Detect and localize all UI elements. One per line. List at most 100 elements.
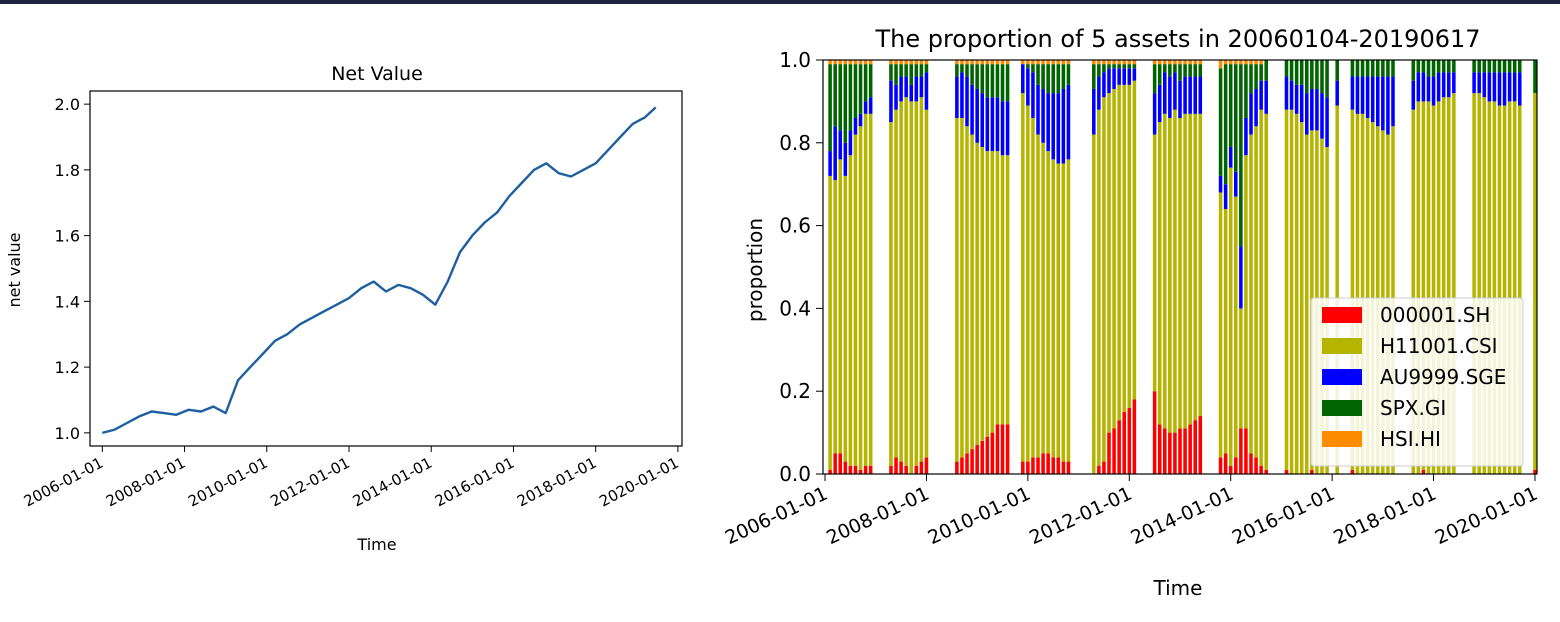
bar-segment-hsi-hi: [1102, 60, 1106, 65]
bar-segment-au9999-sge: [1239, 246, 1243, 309]
bar-segment-au9999-sge: [1061, 88, 1066, 164]
bar-segment-spx-gi: [1431, 60, 1436, 77]
bar-segment-spx-gi: [853, 64, 858, 118]
bar-segment-spx-gi: [1178, 64, 1182, 81]
bar-segment-au9999-sge: [1066, 84, 1071, 160]
bar-segment-au9999-sge: [894, 84, 898, 110]
bar-segment-000001-sh: [1127, 407, 1132, 474]
bar-segment-h11001-csi: [1218, 192, 1223, 458]
bar-segment-h11001-csi: [1512, 101, 1517, 475]
bar-segment-hsi-hi: [1193, 60, 1197, 65]
bar-segment-hsi-hi: [843, 60, 848, 65]
bar-segment-au9999-sge: [848, 130, 853, 156]
bar-segment-au9999-sge: [1305, 93, 1309, 135]
bar-segment-hsi-hi: [889, 60, 893, 65]
bar-segment-000001-sh: [1112, 428, 1116, 474]
bar-segment-spx-gi: [1370, 60, 1375, 77]
proportion-plot-frame: [822, 59, 1538, 475]
bar-segment-h11001-csi: [1178, 117, 1182, 429]
bar-segment-h11001-csi: [1426, 101, 1431, 475]
bar-segment-spx-gi: [980, 64, 985, 94]
legend-swatch: [1322, 307, 1362, 323]
bar-segment-000001-sh: [853, 465, 858, 474]
bar-segment-h11001-csi: [828, 175, 832, 470]
bar-segment-hsi-hi: [995, 60, 1000, 65]
bar-segment-hsi-hi: [838, 60, 843, 65]
bar-segment-000001-sh: [1066, 461, 1071, 474]
bar-segment-au9999-sge: [1431, 76, 1436, 106]
bar-segment-spx-gi: [1132, 64, 1137, 69]
bar-segment-hsi-hi: [1005, 60, 1010, 65]
bar-segment-hsi-hi: [1249, 60, 1253, 65]
bar-segment-au9999-sge: [1370, 76, 1375, 123]
bar-segment-h11001-csi: [1127, 84, 1132, 408]
bar-segment-spx-gi: [1391, 60, 1395, 77]
bar-segment-hsi-hi: [894, 60, 898, 65]
bar-segment-h11001-csi: [1021, 93, 1025, 462]
bar-segment-h11001-csi: [1517, 105, 1522, 474]
bar-segment-h11001-csi: [1416, 101, 1421, 475]
bar-segment-au9999-sge: [1512, 72, 1517, 102]
y-tick-label: 0.6: [779, 214, 811, 238]
bar-segment-h11001-csi: [1097, 109, 1101, 466]
bar-segment-h11001-csi: [1173, 109, 1177, 433]
bar-segment-spx-gi: [848, 64, 853, 131]
bar-segment-h11001-csi: [904, 97, 908, 466]
bar-segment-spx-gi: [1305, 60, 1309, 94]
bar-segment-hsi-hi: [858, 60, 863, 65]
bar-segment-000001-sh: [1061, 461, 1066, 474]
bar-segment-spx-gi: [1477, 60, 1481, 73]
bar-segment-000001-sh: [1117, 420, 1121, 474]
bar-segment-au9999-sge: [1244, 117, 1248, 156]
bar-segment-h11001-csi: [1355, 113, 1360, 474]
bar-segment-spx-gi: [1320, 60, 1324, 94]
bar-segment-000001-sh: [889, 465, 893, 474]
bar-segment-000001-sh: [1244, 428, 1248, 474]
net-value-title: Net Value: [331, 63, 423, 85]
bar-segment-au9999-sge: [1492, 72, 1497, 102]
bar-segment-spx-gi: [924, 64, 929, 73]
bar-segment-000001-sh: [1228, 465, 1233, 474]
bar-segment-au9999-sge: [1198, 76, 1203, 114]
bar-segment-hsi-hi: [904, 60, 908, 65]
bar-segment-h11001-csi: [1441, 97, 1446, 474]
bar-segment-000001-sh: [924, 457, 929, 474]
bar-segment-spx-gi: [1325, 60, 1329, 98]
bar-segment-000001-sh: [1284, 469, 1289, 474]
bar-segment-au9999-sge: [828, 151, 832, 176]
bar-segment-hsi-hi: [1000, 60, 1005, 65]
y-tick-label: 0.0: [779, 462, 811, 486]
bar-segment-au9999-sge: [1117, 68, 1121, 85]
bar-segment-spx-gi: [1441, 60, 1446, 73]
bar-segment-000001-sh: [1132, 399, 1137, 474]
bar-segment-spx-gi: [1284, 60, 1289, 77]
bar-segment-000001-sh: [960, 457, 964, 474]
bar-segment-spx-gi: [1127, 64, 1132, 69]
y-tick-label: 1.4: [55, 292, 80, 311]
x-tick-label: 2012-01-01: [1026, 483, 1135, 550]
bar-segment-h11001-csi: [1411, 109, 1416, 475]
bar-segment-000001-sh: [858, 469, 863, 474]
bar-segment-000001-sh: [975, 445, 979, 474]
bar-segment-au9999-sge: [1416, 72, 1421, 102]
bar-segment-au9999-sge: [1365, 76, 1370, 118]
bar-segment-h11001-csi: [970, 134, 974, 450]
bar-segment-au9999-sge: [1000, 101, 1005, 156]
bar-segment-au9999-sge: [1046, 93, 1050, 152]
y-tick-label: 0.8: [779, 131, 811, 155]
bar-segment-spx-gi: [1036, 64, 1040, 85]
bar-segment-au9999-sge: [1056, 93, 1061, 164]
net-value-plot-frame: [89, 90, 683, 447]
bar-segment-au9999-sge: [899, 76, 903, 102]
bar-segment-spx-gi: [1386, 60, 1390, 77]
bar-segment-spx-gi: [965, 64, 969, 77]
bar-segment-h11001-csi: [1041, 142, 1045, 454]
bar-segment-spx-gi: [1426, 60, 1431, 77]
bar-segment-spx-gi: [1198, 64, 1203, 77]
bar-segment-000001-sh: [914, 465, 919, 474]
bar-segment-h11001-csi: [889, 122, 893, 466]
x-tick-label: 2006-01-01: [722, 483, 831, 550]
bar-segment-000001-sh: [1157, 424, 1162, 474]
bar-segment-000001-sh: [1350, 469, 1355, 474]
bar-segment-hsi-hi: [1198, 60, 1203, 65]
